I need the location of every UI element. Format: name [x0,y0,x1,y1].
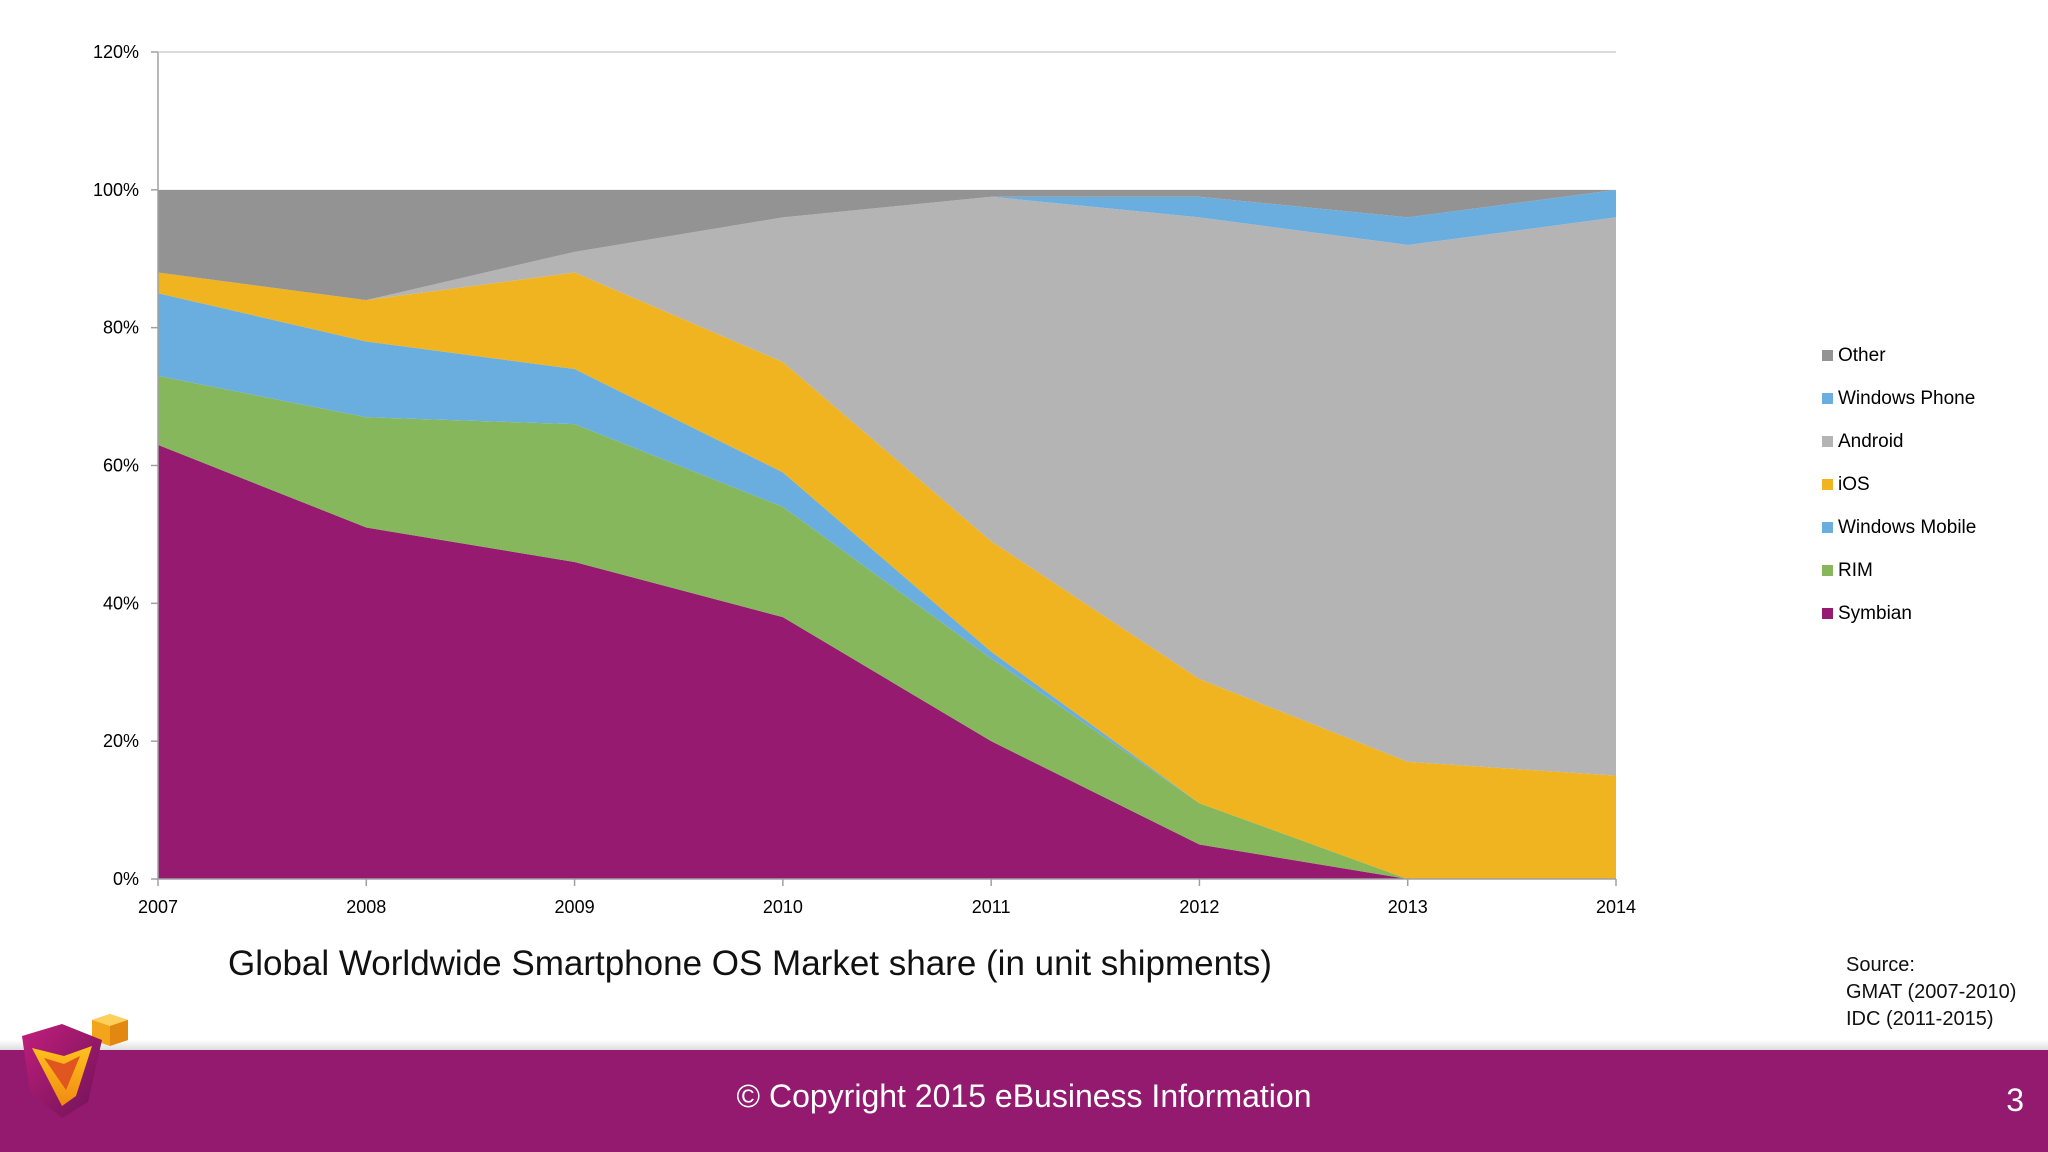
legend-label-rim: RIM [1838,560,1873,581]
area-rim [158,375,1616,879]
page-number: 3 [2006,1082,2024,1118]
copyright-text: © Copyright 2015 eBusiness Information [736,1078,1312,1114]
x-tick-label: 2013 [1388,897,1428,917]
legend-swatch-android [1822,436,1833,447]
area-other [158,189,1616,301]
legend-swatch-other [1822,350,1833,361]
area-windows-phone [158,189,1616,301]
legend-swatch-ios [1822,479,1833,490]
legend-label-other: Other [1838,345,1886,366]
area-android [158,196,1616,776]
area-symbian [158,444,1616,879]
x-tick-label: 2011 [972,897,1011,917]
footer-bar [0,1050,2048,1152]
chart-areas [158,189,1616,879]
x-tick-label: 2014 [1596,897,1636,917]
legend-label-symbian: Symbian [1838,603,1912,624]
footer-shadow [0,1040,2048,1050]
y-tick-label: 0% [113,869,139,889]
x-tick-label: 2009 [555,897,595,917]
legend-swatch-rim [1822,565,1833,576]
chart-legend: Other Windows Phone Android iOS Windows Mobi… [1822,345,1976,624]
y-tick-label: 100% [93,180,139,200]
area-windows-mobile [158,293,1616,879]
chart-axes: 0% 20% 40% 60% 80% 100% 120% 2007 2008 2009 2010 20… [93,42,1636,917]
source-line: IDC (2011-2015) [1846,1008,1994,1030]
source-note: Source: GMAT (2007-2010) IDC (2011-2015) [1846,952,2016,1033]
legend-swatch-windows-mobile [1822,522,1833,533]
chart-caption: Global Worldwide Smartphone OS Market sh… [228,944,1272,983]
y-tick-label: 40% [103,593,139,613]
legend-label-windows-mobile: Windows Mobile [1838,517,1976,538]
legend-label-ios: iOS [1838,474,1870,495]
y-tick-label: 60% [103,456,139,476]
y-tick-label: 20% [103,731,139,751]
legend-swatch-symbian [1822,608,1833,619]
legend-label-android: Android [1838,431,1904,452]
x-tick-label: 2007 [138,897,178,917]
x-tick-label: 2008 [346,897,386,917]
source-line: GMAT (2007-2010) [1846,981,2017,1003]
legend-swatch-windows-phone [1822,393,1833,404]
legend-label-windows-phone: Windows Phone [1838,388,1975,409]
y-tick-label: 120% [93,42,139,62]
source-line: Source: [1846,954,1915,976]
ebusiness-cube-logo-icon [22,1014,128,1118]
area-ios [158,272,1616,879]
y-tick-label: 80% [103,318,139,338]
x-tick-label: 2010 [763,897,803,917]
x-tick-label: 2012 [1179,897,1219,917]
